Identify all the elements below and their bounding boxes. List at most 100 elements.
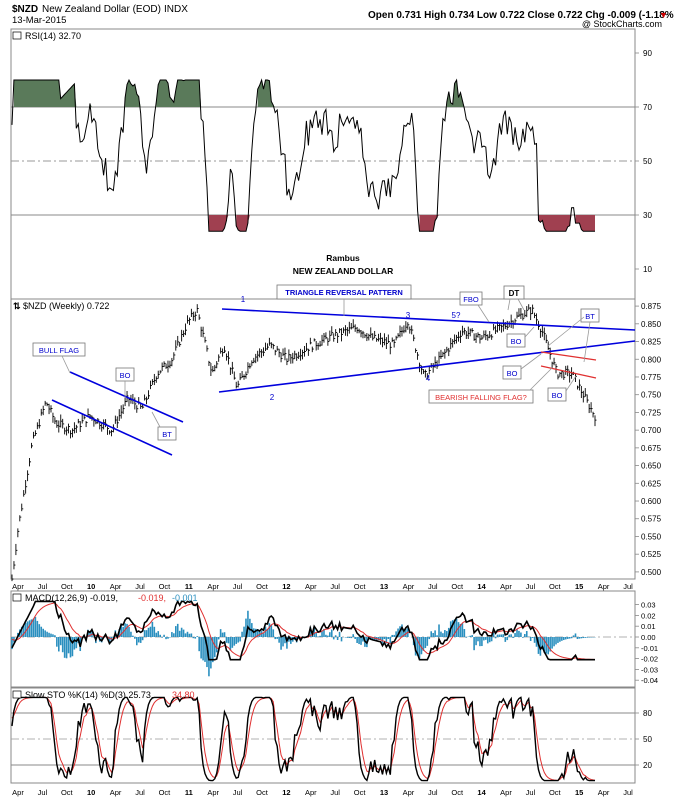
x-tick-label: Jul [428,582,438,591]
rsi-label: RSI(14) 32.70 [25,31,81,41]
price-tick-label: 0.775 [641,373,662,382]
x-tick-label: Jul [623,582,633,591]
x-tick-label: Jul [428,788,438,797]
rsi-line [11,78,595,232]
chart-author: Rambus [326,253,360,263]
price-tick-label: 0.500 [641,568,662,577]
annotation-point-1: 1 [241,295,246,304]
rsi-panel: 90 70 50 30 10 RSI(14) 32.70 Rambus NEW ZEAL… [10,28,652,300]
x-tick-label: Oct [549,582,562,591]
chart-header: $NZD New Zealand Dollar (EOD) INDX 13-Ma… [12,4,674,29]
x-tick-label: Jul [233,788,243,797]
falling-flag-lower-line [540,365,597,379]
price-tick-label: 0.600 [641,497,662,506]
sto-label: Slow STO %K(14) %D(3) 25.73, [25,690,153,700]
bull-flag-upper-line [69,371,184,423]
x-tick-label: Oct [354,788,367,797]
price-tick-label: 0.750 [641,391,662,400]
x-tick-label: 15 [575,582,583,591]
x-tick-label: 14 [477,788,486,797]
x-tick-label: Oct [256,582,269,591]
x-tick-label: 10 [87,582,95,591]
x-tick-label: Apr [403,788,415,797]
x-tick-label: Oct [451,582,464,591]
x-tick-label: Jul [526,788,536,797]
exchange: INDX [164,4,188,15]
x-tick-label: Apr [500,788,512,797]
x-tick-label: Apr [598,788,610,797]
rsi-overbought-fill [13,80,465,107]
x-tick-label: Oct [61,582,74,591]
copyright: @ StockCharts.com [582,19,662,29]
triangle-upper-line [221,308,636,331]
macd-tick-label: 0.00 [641,633,656,642]
rsi-tick-label: 10 [643,265,652,274]
annotation-bt-2: BT [547,308,600,363]
falling-flag-upper-line [540,351,597,361]
x-tick-label: Jul [623,788,633,797]
macd-tick-label: 0.02 [641,611,656,620]
annotation-dt: DT [503,285,525,311]
x-tick-label: 11 [185,582,193,591]
sto-axis-ticks: 80 50 20 [635,709,652,770]
ohlc-readout: Open 0.731 High 0.734 Low 0.722 Close 0.… [368,10,674,21]
sto-panel: 80 50 20 Slow STO %K(14) %D(3) 25.73, 34.8… [10,687,652,784]
date: 13-Mar-2015 [12,15,66,26]
x-axis: Apr Jul Oct 10 Apr Jul Oct 11 Apr Jul Oct 12 Apr Jul O… [12,582,633,591]
price-tick-label: 0.675 [641,444,662,453]
macd-tick-label: -0.03 [641,665,658,674]
x-tick-label: Oct [256,788,269,797]
price-panel: 0.875 0.850 0.825 0.800 0.775 0.750 0.725 0.700… [10,284,662,582]
svg-text:BO: BO [552,391,563,400]
price-tick-label: 0.800 [641,355,662,364]
x-tick-label: Jul [330,582,340,591]
annotation-falling-flag: BEARISH FALLING FLAG? [428,367,553,404]
x-tick-label: Apr [207,582,219,591]
sto-legend-swatch-icon [12,690,22,699]
macd-tick-label: 0.03 [641,601,656,610]
price-tick-label: 0.575 [641,515,662,524]
price-tick-label: 0.875 [641,302,662,311]
x-tick-label: Oct [354,582,367,591]
x-tick-label: Apr [500,582,512,591]
x-tick-label: Apr [12,582,24,591]
x-tick-label: Oct [159,582,172,591]
x-tick-label: Apr [110,582,122,591]
annotation-point-2: 2 [270,393,275,402]
bull-flag-lower-line [51,399,173,456]
svg-text:FBO: FBO [463,295,479,304]
x-tick-label: Apr [12,788,24,797]
x-tick-label: Jul [135,788,145,797]
x-tick-label: Apr [305,582,317,591]
chart-title: NEW ZEALAND DOLLAR [293,266,394,276]
x-tick-label: 12 [282,582,290,591]
sto-d-label: 34.80 [172,690,195,700]
x-tick-label: 10 [87,788,95,797]
x-tick-label: Apr [305,788,317,797]
annotation-point-3: 3 [406,311,411,320]
x-tick-label: 11 [185,788,193,797]
macd-line [11,599,595,661]
rsi-tick-label: 70 [643,103,652,112]
x-tick-label: Oct [549,788,562,797]
macd-axis-ticks: 0.030.02 0.01 0.00 -0.01 -0.02-0.03 -0.04 [635,601,658,685]
macd-tick-label: 0.01 [641,622,656,631]
sto-tick-label: 50 [643,735,652,744]
x-tick-label: Jul [330,788,340,797]
price-tick-label: 0.700 [641,426,662,435]
svg-text:TRIANGLE REVERSAL PATTERN: TRIANGLE REVERSAL PATTERN [285,288,403,297]
sto-d-line [11,696,596,781]
x-tick-label: 15 [575,788,583,797]
rsi-tick-label: 30 [643,211,652,220]
x-tick-label: Apr [207,788,219,797]
rsi-tick-label: 50 [643,157,652,166]
svg-text:BEARISH FALLING FLAG?: BEARISH FALLING FLAG? [435,393,527,402]
svg-text:BO: BO [507,369,518,378]
x-tick-label: Apr [403,582,415,591]
x-axis-bottom: Apr Jul Oct 10 Apr Jul Oct 11 Apr Jul Oct 12 Apr Jul O… [12,788,633,797]
macd-panel: 0.030.02 0.01 0.00 -0.01 -0.02-0.03 -0.04 MAC… [10,590,658,688]
svg-text:BULL FLAG: BULL FLAG [39,346,79,355]
x-tick-label: Jul [526,582,536,591]
annotation-bt-1: BT [151,411,177,441]
